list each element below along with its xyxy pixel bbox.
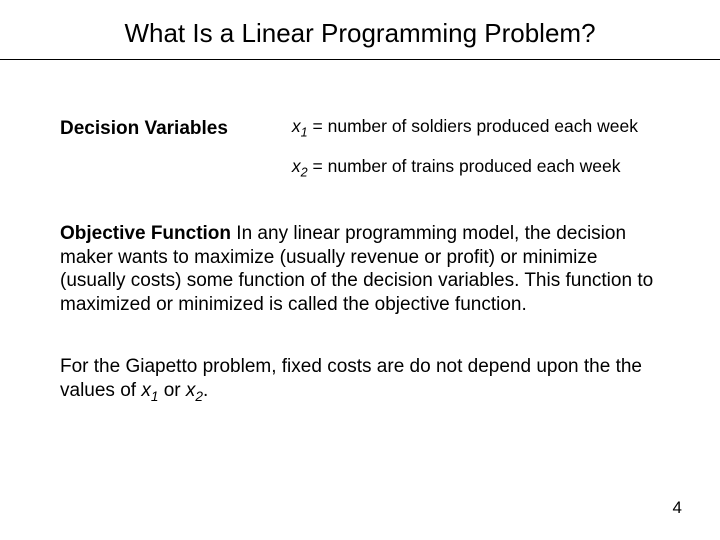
decision-variables-row: Decision Variables x1 = number of soldie… bbox=[38, 116, 682, 180]
x2-var: x bbox=[292, 156, 301, 176]
dv-definition-x1: x1 = number of soldiers produced each we… bbox=[292, 116, 638, 140]
giap-x1-var: x bbox=[141, 380, 151, 401]
page-number: 4 bbox=[673, 498, 682, 518]
giapetto-note: For the Giapetto problem, fixed costs ar… bbox=[38, 355, 682, 405]
title-underline bbox=[0, 59, 720, 60]
x2-subscript: 2 bbox=[301, 165, 308, 179]
x1-equals-text: = number of soldiers produced each week bbox=[308, 116, 638, 136]
giapetto-post-text: . bbox=[203, 380, 208, 401]
objective-function-label: Objective Function bbox=[60, 223, 231, 244]
decision-variables-label: Decision Variables bbox=[60, 118, 228, 140]
dv-definition-x2: x2 = number of trains produced each week bbox=[292, 156, 638, 180]
objective-function-block: Objective Function In any linear program… bbox=[38, 222, 682, 317]
decision-variables-definitions: x1 = number of soldiers produced each we… bbox=[292, 116, 638, 180]
x2-equals-text: = number of trains produced each week bbox=[308, 156, 621, 176]
giapetto-or-text: or bbox=[158, 380, 185, 401]
x1-var: x bbox=[292, 116, 301, 136]
giap-x2-sub: 2 bbox=[195, 388, 203, 403]
page-title: What Is a Linear Programming Problem? bbox=[38, 18, 682, 59]
giap-x2-var: x bbox=[186, 380, 196, 401]
x1-subscript: 1 bbox=[301, 126, 308, 140]
